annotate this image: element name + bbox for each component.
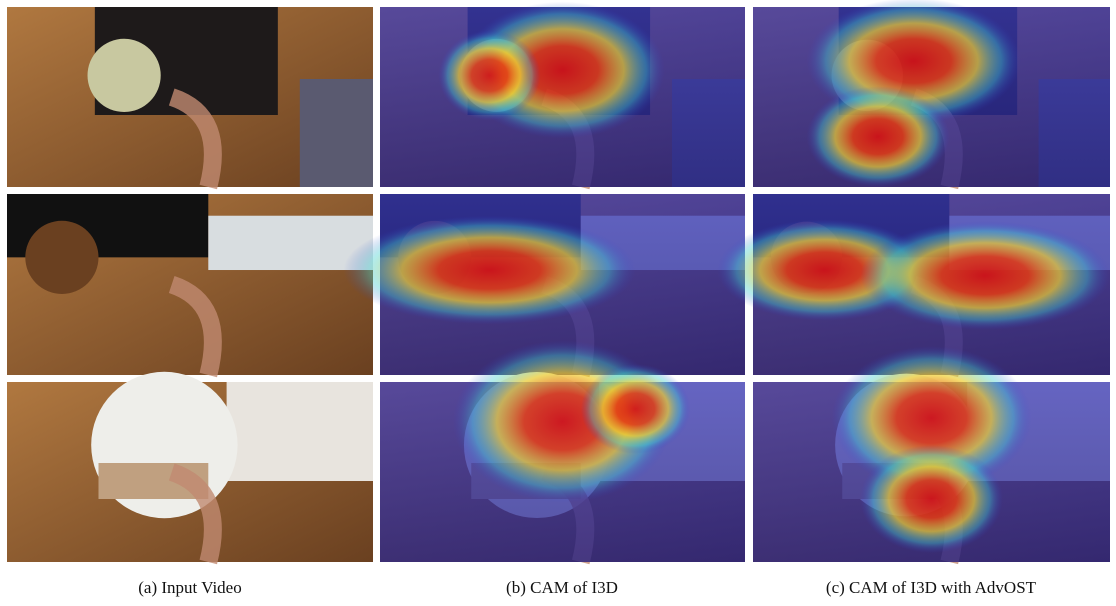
scene-object <box>88 39 161 112</box>
heatmap-blob <box>438 30 540 120</box>
heatmap-blob <box>860 221 1110 330</box>
image-panel <box>7 194 373 375</box>
scene-object <box>25 221 98 294</box>
caption: (b) CAM of I3D <box>506 578 618 597</box>
image-panel <box>380 2 745 187</box>
scene-object <box>227 382 373 481</box>
caption: (a) Input Video <box>138 578 241 597</box>
image-panel <box>7 372 373 562</box>
heatmap-blob <box>807 86 950 187</box>
heatmap-blob <box>344 216 636 325</box>
image-panel <box>753 346 1110 562</box>
heatmap-blob <box>860 445 1003 553</box>
figure: (a) Input Video (b) CAM of I3D (c) CAM o… <box>0 0 1116 606</box>
panel-grid <box>7 0 1110 562</box>
scene-object <box>300 79 373 187</box>
image-panel <box>7 7 373 187</box>
image-panel <box>753 0 1110 187</box>
caption: (c) CAM of I3D with AdvOST <box>826 578 1037 597</box>
heatmap-blob <box>581 364 691 454</box>
page: (a) Input Video (b) CAM of I3D (c) CAM o… <box>0 0 1116 606</box>
